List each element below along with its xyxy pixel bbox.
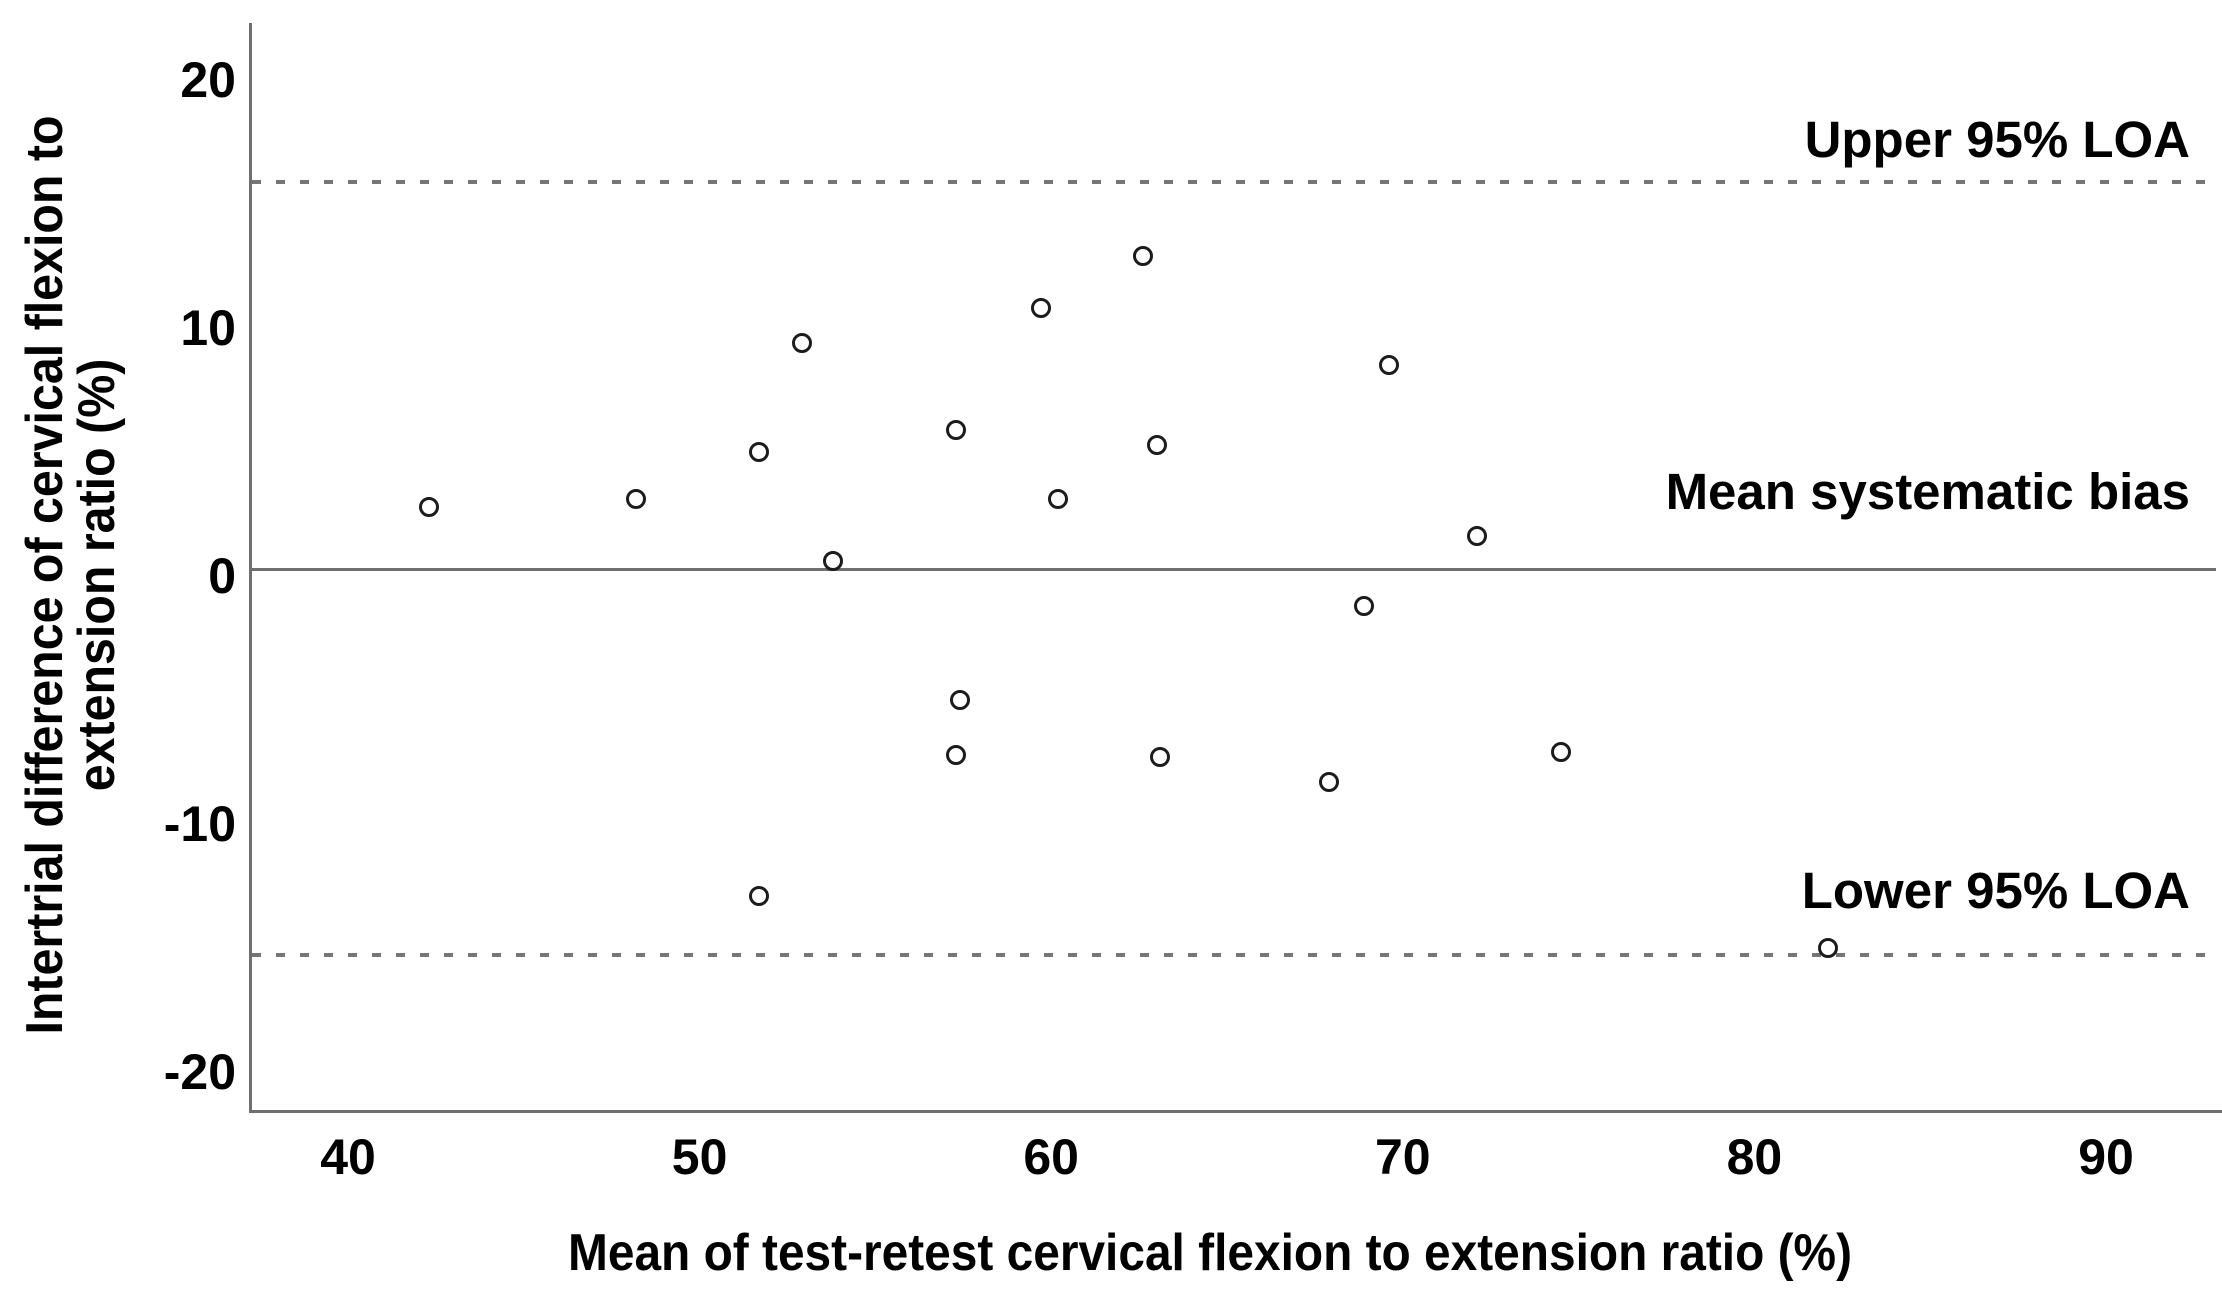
x-tick-label-40: 40 [320,1129,376,1185]
y-tick-label-20: 20 [180,52,236,108]
lower-loa-line [252,953,2216,958]
data-point [1048,489,1069,510]
data-point [1466,526,1487,547]
x-tick-label-50: 50 [671,1129,728,1185]
data-point [946,419,967,440]
data-point [1318,771,1339,792]
data-point [1146,434,1167,455]
upper-loa-label: Upper 95% LOA [1804,110,2190,168]
data-point [749,442,770,462]
data-point [1132,246,1153,267]
data-point [1150,747,1171,768]
y-tick-label-10: 10 [180,300,236,356]
data-point [823,551,844,572]
mean-bias-line [252,567,2216,571]
data-point [791,332,812,353]
lower-loa-label: Lower 95% LOA [1801,861,2190,919]
data-point [1551,742,1572,763]
x-axis-title: Mean of test-retest cervical flexion to … [567,1224,1853,1282]
x-tick-label-80: 80 [1726,1129,1783,1185]
y-axis-line [249,23,252,1113]
x-axis-line [249,1110,2222,1113]
y-tick-label-0: 0 [208,548,236,604]
data-point [1378,355,1399,376]
data-point [749,885,770,906]
y-tick-label--20: -20 [163,1044,236,1100]
data-point [946,744,967,765]
data-point [1030,298,1051,319]
data-point [949,690,970,710]
data-point [1818,938,1839,958]
y-tick-label--10: -10 [163,796,236,852]
data-point [1354,595,1375,616]
x-tick-label-70: 70 [1374,1129,1431,1185]
mean-bias-label: Mean systematic bias [1665,462,2190,520]
x-tick-label-90: 90 [2078,1129,2134,1185]
data-point [626,489,647,510]
x-tick-label-60: 60 [1023,1129,1079,1185]
upper-loa-line [252,179,2216,184]
data-point [418,496,439,517]
